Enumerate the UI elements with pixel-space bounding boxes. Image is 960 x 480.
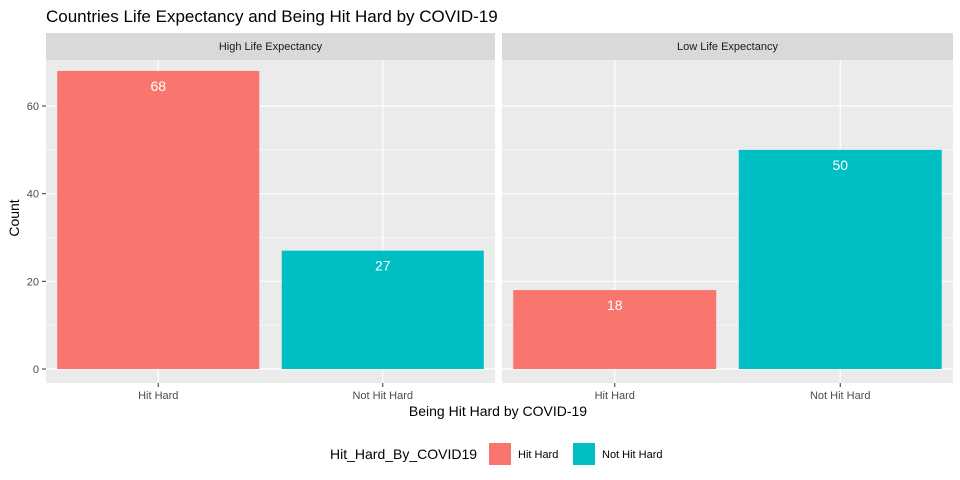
x-tick-label: Hit Hard (138, 390, 178, 402)
bar-value-label: 27 (375, 258, 391, 274)
facet-panel: Low Life Expectancy 18 Hit Hard 50 Not Hit H… (502, 33, 953, 402)
legend-key (489, 443, 511, 465)
legend-key (573, 443, 595, 465)
bar (57, 70, 260, 369)
legend-entry-label: Not Hit Hard (602, 449, 663, 461)
facet-strip (46, 33, 495, 60)
y-axis: 0 20 40 60 (27, 101, 46, 376)
bar-value-label: 68 (150, 78, 166, 94)
bar (738, 149, 942, 369)
y-tick-label: 60 (27, 101, 39, 113)
y-tick-label: 20 (27, 276, 39, 288)
bar (513, 290, 717, 369)
legend: Hit_Hard_By_COVID19 Hit Hard Not Hit Hard (330, 443, 663, 465)
facet-strip-label: High Life Expectancy (219, 41, 323, 53)
legend-entry-label: Hit Hard (518, 449, 558, 461)
legend-title: Hit_Hard_By_COVID19 (330, 446, 477, 462)
x-tick-label: Not Hit Hard (352, 390, 413, 402)
x-tick-label: Hit Hard (595, 390, 635, 402)
facet-strip (502, 33, 953, 60)
facet-panel: High Life Expectancy 68 Hit Hard 27 Not Hit … (46, 33, 495, 402)
x-tick-label: Not Hit Hard (810, 390, 871, 402)
bar-value-label: 18 (607, 297, 623, 313)
facet-panels: High Life Expectancy 68 Hit Hard 27 Not Hit … (46, 33, 953, 402)
x-axis-title: Being Hit Hard by COVID-19 (409, 403, 587, 419)
y-tick-label: 40 (27, 189, 39, 201)
facet-strip-label: Low Life Expectancy (677, 41, 778, 53)
y-tick-label: 0 (33, 364, 39, 376)
y-axis-title: Count (6, 199, 22, 236)
chart-title: Countries Life Expectancy and Being Hit … (46, 7, 498, 26)
bar (281, 250, 484, 369)
bar-value-label: 50 (832, 157, 848, 173)
